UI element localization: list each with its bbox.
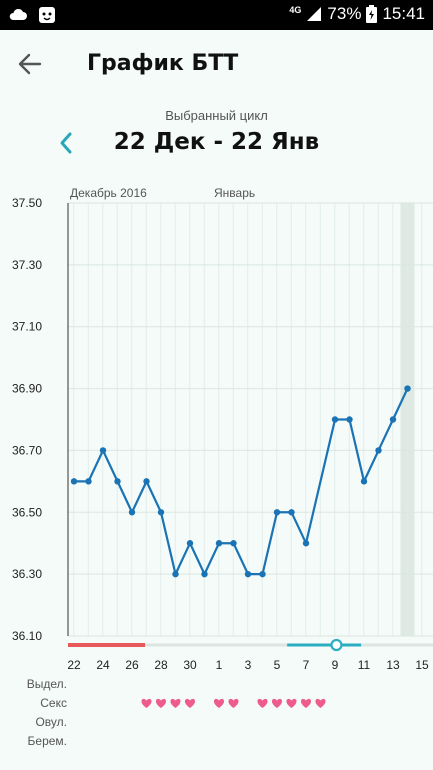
- temperature-point: [230, 540, 237, 547]
- temperature-point: [128, 509, 136, 516]
- temperature-point: [259, 570, 266, 578]
- y-tick-label: 37.30: [12, 258, 42, 272]
- y-tick-label: 36.70: [12, 443, 42, 457]
- temperature-point: [172, 570, 179, 578]
- temperature-point: [404, 385, 411, 392]
- signal-icon: [307, 7, 322, 21]
- temperature-point: [114, 478, 121, 485]
- heart-icon: [286, 698, 297, 708]
- battery-charging-icon: [366, 5, 378, 23]
- temperature-point: [70, 478, 78, 485]
- x-tick-label: 30: [183, 658, 197, 672]
- bbt-chart[interactable]: 37.50 37.30 37.10 36.90 36.70 36.50 36.30 36.10…: [0, 180, 433, 760]
- x-tick-label: 11: [358, 658, 371, 672]
- temperature-point: [201, 570, 208, 578]
- x-tick-label: 9: [332, 658, 339, 672]
- x-tick-label: 3: [245, 658, 252, 672]
- y-tick-label: 36.50: [12, 505, 42, 519]
- temperature-point: [85, 478, 92, 485]
- temperature-point: [215, 540, 223, 547]
- x-tick-label: 1: [216, 658, 223, 672]
- heart-icon: [170, 698, 181, 708]
- arrow-left-icon[interactable]: [16, 50, 44, 78]
- y-tick-label: 36.10: [12, 629, 42, 643]
- y-tick-label: 36.30: [12, 567, 42, 581]
- temperature-line: [74, 388, 409, 576]
- x-tick-label: 15: [415, 658, 429, 672]
- battery-percent: 73%: [327, 4, 362, 23]
- bear-app-icon: [39, 7, 55, 23]
- heart-icon: [271, 698, 283, 708]
- temperature-point: [360, 478, 368, 485]
- heart-icon: [213, 698, 225, 708]
- cycle-caption: Выбранный цикл: [165, 108, 268, 123]
- y-tick-label: 37.50: [12, 196, 42, 210]
- legend-row-label: Выдел.: [27, 677, 67, 691]
- temperature-point: [346, 416, 353, 423]
- x-tick-label: 26: [125, 658, 139, 672]
- heart-icon: [184, 698, 196, 708]
- heart-icon: [257, 698, 268, 708]
- temperature-point: [143, 478, 150, 485]
- x-tick-label: 28: [154, 658, 168, 672]
- x-tick-label: 22: [67, 658, 81, 672]
- x-tick-label: 7: [303, 658, 310, 672]
- temperature-point: [288, 509, 295, 516]
- legend-row-label: Овул.: [35, 715, 67, 729]
- y-tick-label: 36.90: [12, 382, 42, 396]
- legend-row-label: Секс: [40, 696, 67, 710]
- page-title: График БТТ: [87, 51, 239, 76]
- month-label: Январь: [214, 186, 255, 200]
- network-type: 4G: [289, 5, 302, 15]
- x-tick-label: 24: [96, 658, 110, 672]
- heart-icon: [300, 698, 312, 708]
- temperature-point: [389, 416, 397, 423]
- temperature-point: [331, 416, 339, 423]
- x-tick-label: 13: [386, 658, 400, 672]
- heart-icon: [315, 698, 326, 708]
- temperature-point: [244, 570, 252, 578]
- heart-icon: [155, 698, 167, 708]
- y-tick-label: 37.10: [12, 320, 42, 334]
- temperature-point: [157, 509, 165, 516]
- cycle-range: 22 Дек - 22 Янв: [113, 129, 320, 155]
- cloud-icon: [9, 8, 28, 20]
- month-label: Декабрь 2016: [70, 186, 147, 200]
- temperature-point: [186, 540, 194, 547]
- ovulation-marker: [330, 638, 343, 652]
- chevron-left-icon[interactable]: [56, 130, 76, 156]
- clock: 15:41: [382, 4, 425, 23]
- app-bar: График БТТ: [0, 30, 433, 100]
- temperature-point: [273, 509, 281, 516]
- legend-row-label: Берем.: [28, 734, 67, 748]
- x-tick-label: 5: [274, 658, 281, 672]
- temperature-point: [375, 447, 382, 454]
- temperature-point: [302, 540, 310, 547]
- heart-icon: [141, 698, 152, 708]
- heart-icon: [228, 698, 239, 708]
- temperature-point: [99, 447, 107, 454]
- status-bar: 4G 73% 15:41: [0, 0, 433, 30]
